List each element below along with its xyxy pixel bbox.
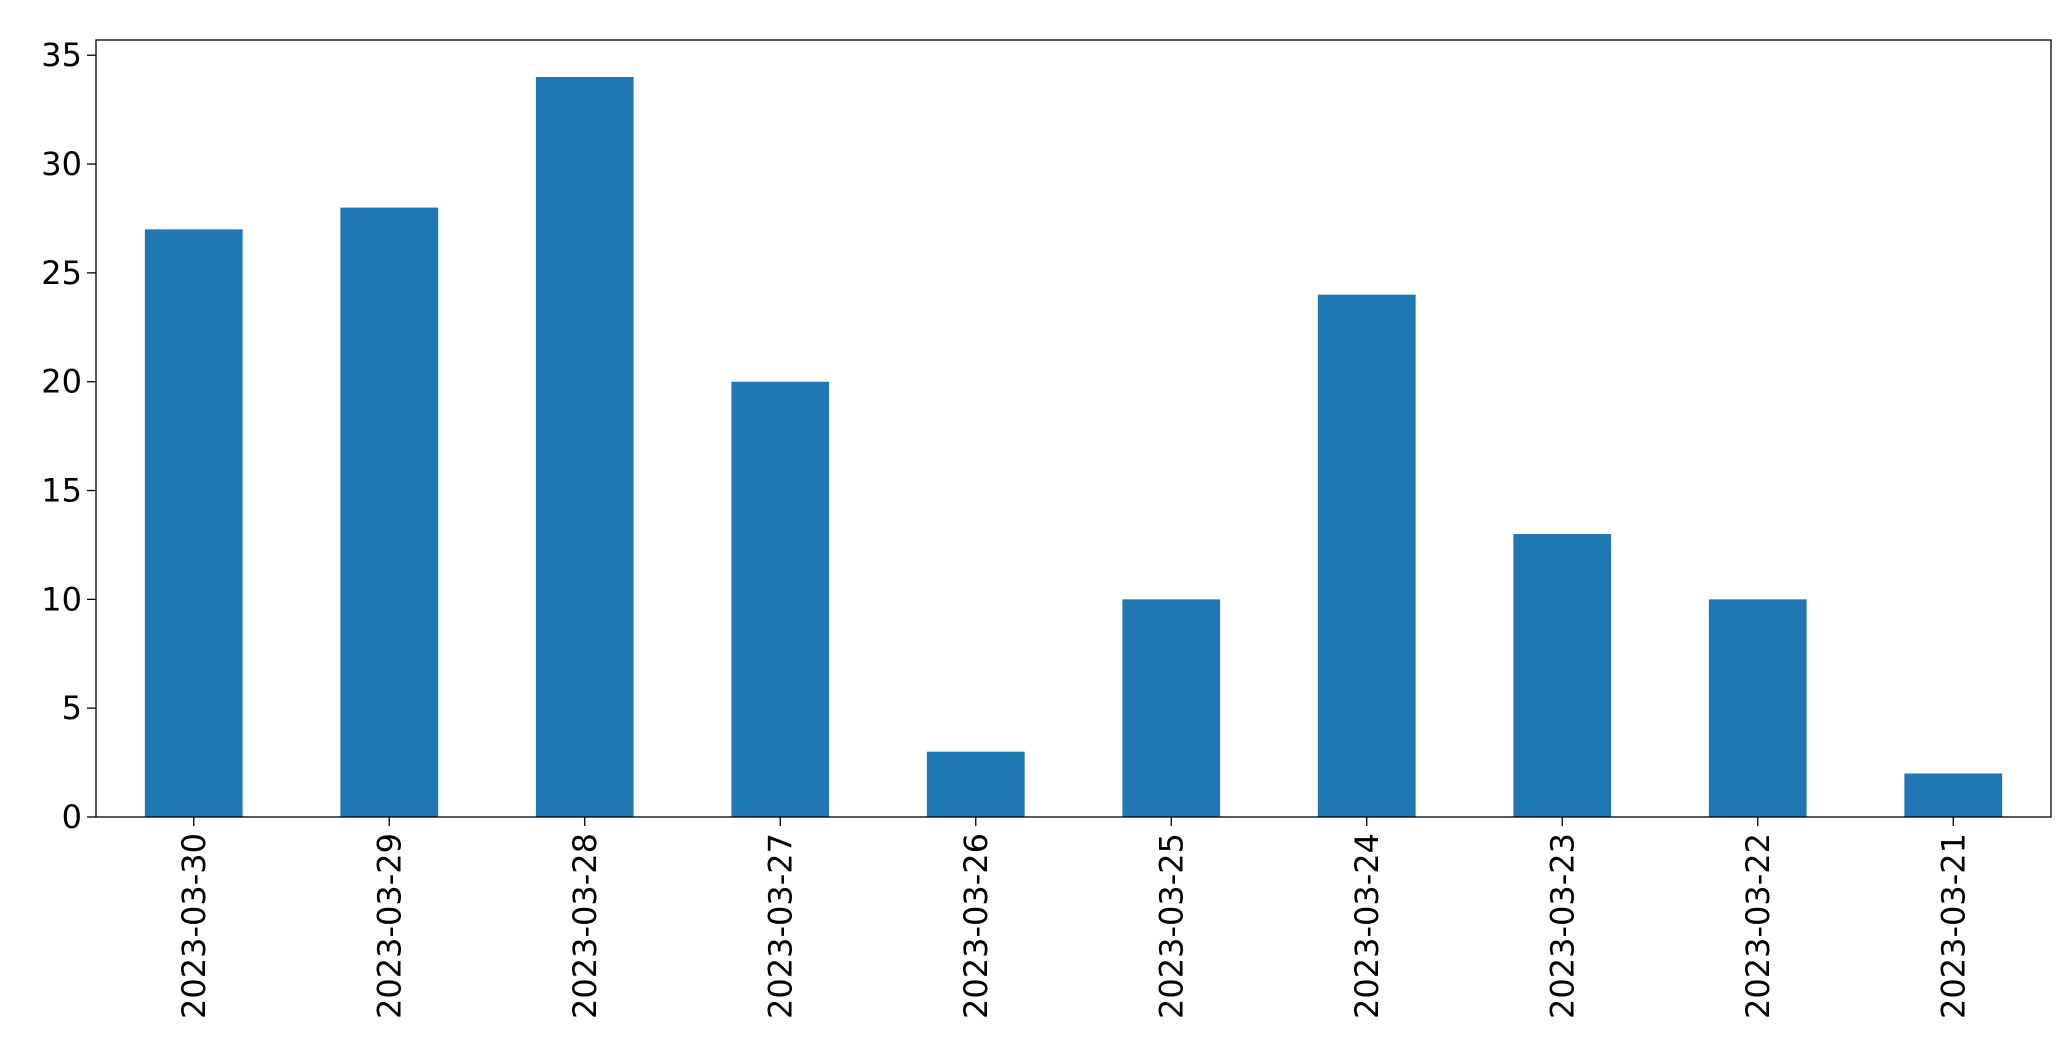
- x-tick-label: 2023-03-26: [957, 833, 995, 1019]
- bar: [1904, 773, 2003, 817]
- x-tick-label: 2023-03-25: [1152, 833, 1190, 1019]
- y-tick-label: 15: [41, 472, 82, 510]
- bar: [1122, 599, 1221, 817]
- bar: [1513, 534, 1612, 817]
- bar: [926, 751, 1025, 817]
- bar: [731, 381, 830, 817]
- bar: [340, 207, 439, 817]
- x-tick-label: 2023-03-22: [1739, 833, 1777, 1019]
- x-tick-label: 2023-03-29: [370, 833, 408, 1019]
- y-tick-label: 25: [41, 254, 82, 292]
- bar: [1708, 599, 1807, 817]
- y-tick-label: 10: [41, 580, 82, 618]
- y-tick-label: 5: [62, 689, 82, 727]
- plot-frame: [95, 39, 2052, 818]
- y-tick-label: 30: [41, 145, 82, 183]
- bar: [535, 77, 634, 817]
- y-tick-label: 35: [41, 36, 82, 74]
- x-tick-label: 2023-03-30: [175, 833, 213, 1019]
- bar: [144, 229, 243, 818]
- y-tick-label: 0: [62, 798, 82, 836]
- x-tick-label: 2023-03-23: [1543, 833, 1581, 1019]
- y-tick-label: 20: [41, 363, 82, 401]
- bar: [1317, 294, 1416, 817]
- x-tick-label: 2023-03-21: [1934, 833, 1972, 1019]
- x-tick-label: 2023-03-27: [761, 833, 799, 1019]
- x-tick-label: 2023-03-28: [566, 833, 604, 1019]
- x-tick-label: 2023-03-24: [1348, 833, 1386, 1019]
